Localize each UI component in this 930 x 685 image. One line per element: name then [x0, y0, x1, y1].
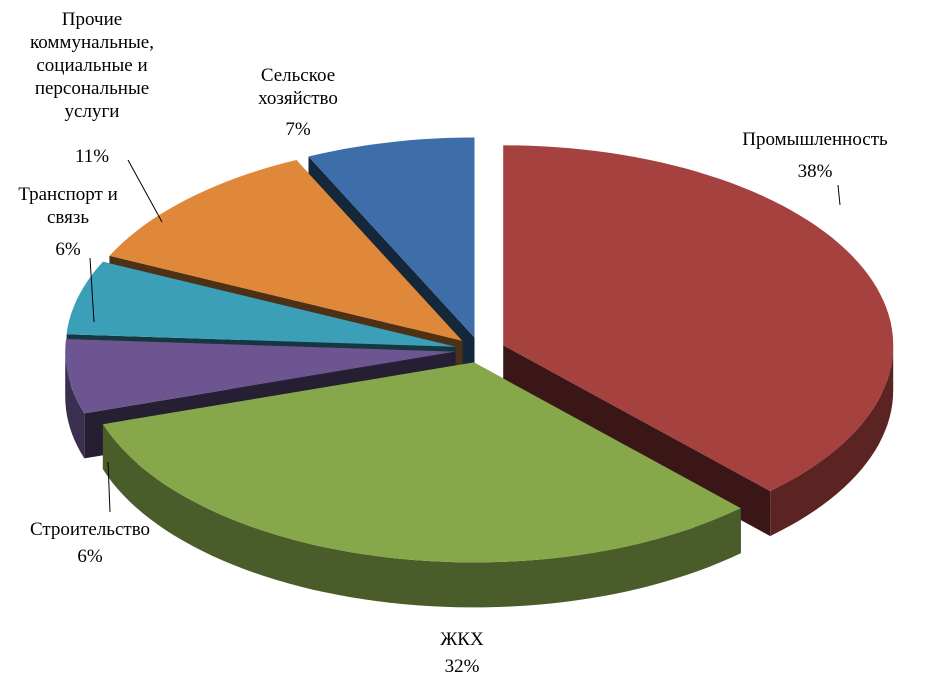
slice-value-label: 6% [55, 239, 81, 260]
slice-value-label: 32% [444, 656, 480, 677]
slice-label: Строительство [29, 519, 151, 540]
slice-value-label: 7% [285, 119, 311, 140]
leader-line [837, 184, 841, 206]
slice [66, 261, 456, 347]
leader-line [107, 461, 111, 513]
slice-label: ЖКХ [440, 629, 484, 650]
slice-label: Транспорт и связь [18, 184, 118, 228]
slice-label: Промышленность [742, 129, 888, 150]
slice [109, 160, 463, 341]
leader-line [89, 257, 95, 323]
slice [102, 362, 741, 563]
slice [65, 339, 456, 414]
slice-label: Сельское хозяйство [258, 65, 338, 109]
slice [503, 145, 894, 492]
slice [308, 137, 475, 338]
slice-value-label: 11% [74, 146, 110, 167]
leader-line [127, 159, 163, 223]
slice-value-label: 6% [77, 546, 103, 567]
slice-wall [770, 345, 894, 537]
slice-wall [65, 351, 85, 459]
slice-label: Прочие коммунальные, социальные и персон… [30, 9, 154, 122]
slice-value-label: 38% [797, 161, 833, 182]
slice-wall [102, 424, 741, 608]
